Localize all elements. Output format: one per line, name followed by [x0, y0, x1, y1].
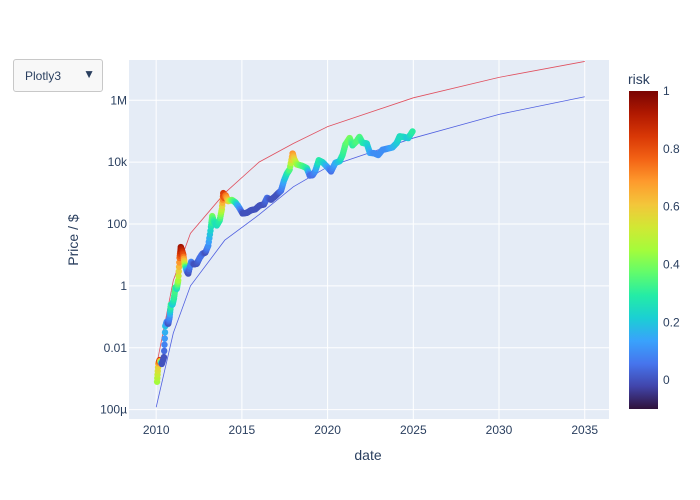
data-point: [161, 329, 169, 336]
colorbar-tick-label: 0.4: [663, 257, 680, 271]
colorbar-tick-label: 0.2: [663, 315, 680, 329]
colorbar-tick-label: 0.6: [663, 200, 680, 214]
y-tick-label: 10k: [108, 155, 128, 169]
y-tick-labels: 100µ 0.01 1 100 10k 1M: [100, 93, 128, 416]
data-point: [161, 347, 168, 355]
y-axis-title: Price / $: [65, 214, 81, 266]
colorbar-tick-labels: 0 0.2 0.4 0.6 0.8 1: [663, 84, 680, 387]
data-points: [153, 128, 416, 385]
x-tick-label: 2025: [400, 423, 427, 437]
colorbar-tick-label: 1: [663, 84, 670, 98]
y-tick-label: 1: [120, 279, 127, 293]
y-tick-label: 100µ: [100, 403, 127, 417]
data-point: [409, 128, 416, 135]
data-point: [160, 353, 168, 361]
x-tick-label: 2015: [229, 423, 256, 437]
plot-area: [129, 60, 609, 419]
triangle-down-icon: ▼: [83, 67, 95, 81]
x-tick-label: 2010: [143, 423, 170, 437]
data-point: [161, 335, 168, 342]
colorbar: [629, 91, 658, 409]
colorbar-title: risk: [628, 71, 651, 87]
grid-lines: [129, 60, 609, 419]
colorbar-tick-label: 0.8: [663, 142, 680, 156]
x-tick-label: 2020: [314, 423, 341, 437]
y-tick-label: 100: [107, 217, 127, 231]
y-tick-label: 1M: [110, 93, 127, 107]
x-tick-label: 2035: [571, 423, 598, 437]
data-point: [161, 341, 168, 348]
colorbar-tick-label: 0: [663, 373, 670, 387]
colorscale-dropdown[interactable]: Plotly3 ▼: [13, 59, 103, 92]
y-tick-label: 0.01: [104, 341, 128, 355]
x-axis-title: date: [354, 447, 381, 463]
x-tick-labels: 2010 2015 2020 2025 2030 2035: [143, 423, 599, 437]
bound-line: [155, 96, 585, 408]
dropdown-selected-label: Plotly3: [25, 69, 62, 83]
x-tick-label: 2030: [486, 423, 513, 437]
